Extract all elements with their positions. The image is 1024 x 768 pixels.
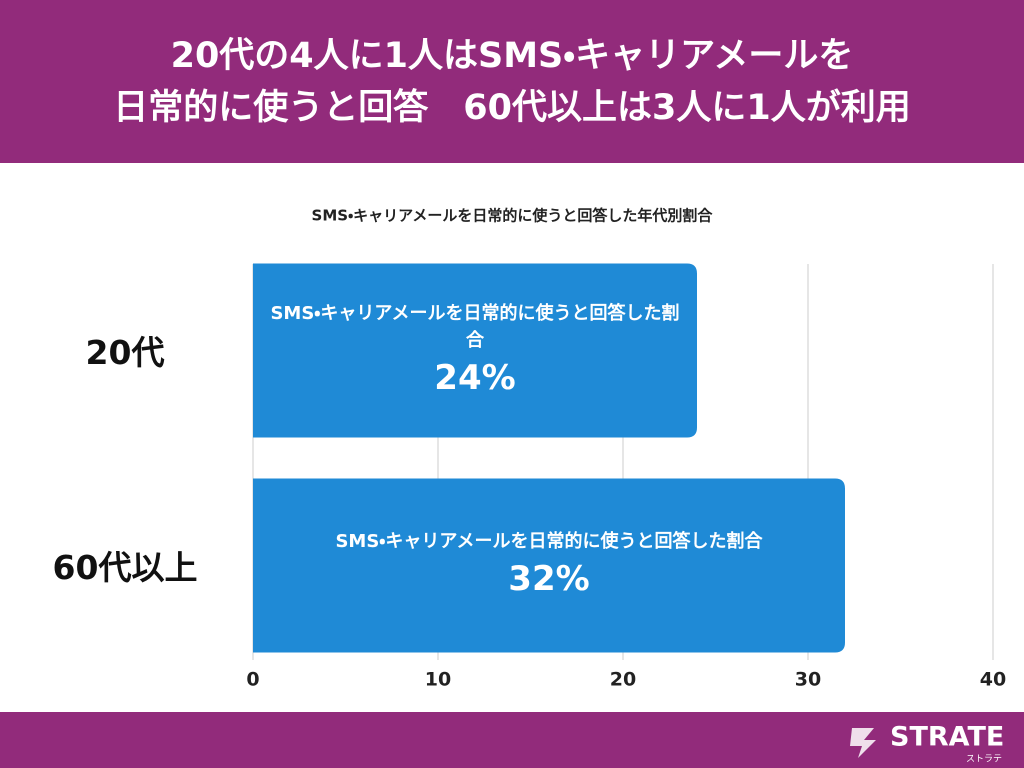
logo: STRATE ストラテ bbox=[850, 722, 1004, 765]
header-title: 日常的に使うと回答 60代以上は3人に1人が利用 bbox=[113, 88, 911, 128]
x-tick-label: 30 bbox=[795, 669, 821, 691]
bar-label: SMS・キャリアメールを日常的に使うと回答した割合 32% bbox=[265, 479, 833, 653]
footer: STRATE ストラテ bbox=[0, 712, 1024, 768]
logo-text: STRATE bbox=[890, 722, 1004, 753]
y-tick-label: 60代以上 bbox=[53, 548, 198, 587]
bar bbox=[253, 263, 697, 438]
bar-label: SMS・キャリアメールを日常的に使うと回答した割合 24% bbox=[265, 264, 685, 438]
x-tick-label: 20 bbox=[610, 669, 636, 691]
chart: SMS・キャリアメールを日常的に使うと回答した年代別割合 0 10 20 30 40 20… bbox=[53, 207, 1007, 691]
y-tick-label: 20代 bbox=[86, 333, 165, 372]
series-name: SMS・キャリアメールを日常的に使うと回答した割合 bbox=[270, 302, 680, 351]
x-tick-label: 0 bbox=[246, 669, 259, 691]
value-label: 24% bbox=[434, 357, 516, 398]
value-label: 32% bbox=[508, 559, 590, 599]
series-name: SMS・キャリアメールを日常的に使うと回答した割合 bbox=[335, 531, 763, 552]
bar bbox=[253, 478, 845, 653]
x-tick-label: 40 bbox=[980, 669, 1006, 691]
header: 20代の4人に1人はSMS・キャリアメールを 日常的に使うと回答 60代以上は3… bbox=[0, 0, 1024, 163]
logo-kana: ストラテ bbox=[966, 754, 1002, 765]
header-title: 20代の4人に1人はSMS・キャリアメールを bbox=[170, 36, 854, 76]
x-tick-label: 10 bbox=[425, 669, 451, 691]
chart-title: SMS・キャリアメールを日常的に使うと回答した年代別割合 bbox=[312, 207, 714, 225]
